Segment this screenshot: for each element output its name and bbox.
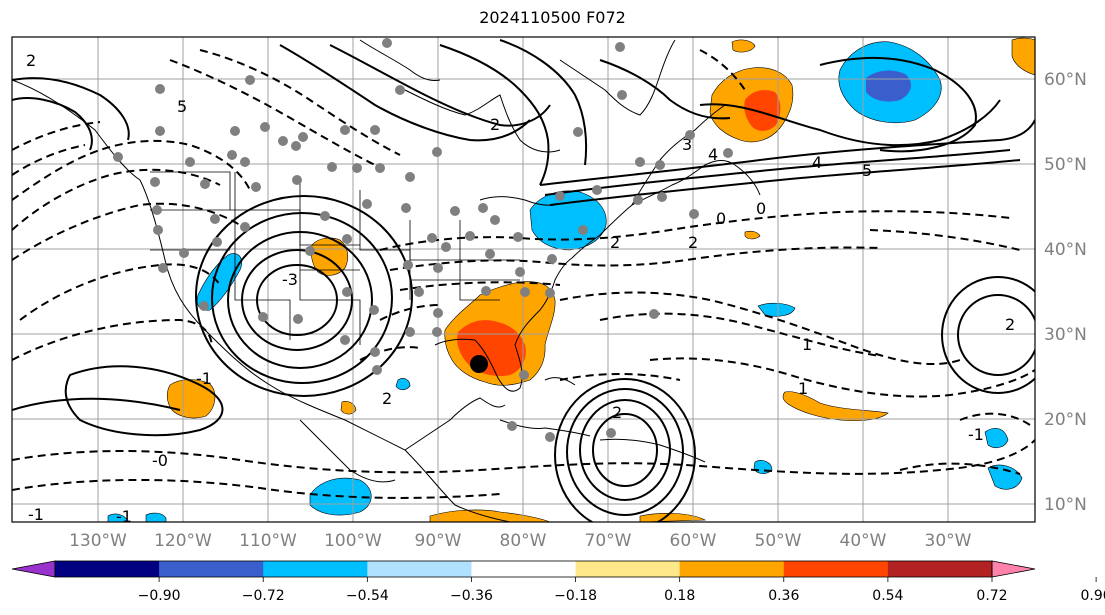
colorbar-segment — [159, 561, 264, 577]
contour-label: 3 — [682, 135, 692, 154]
contour-label: 2 — [1005, 315, 1015, 334]
orange-south-1 — [429, 509, 551, 522]
lon-label: 100°W — [324, 531, 382, 551]
contour-labels: 2 2 5 5 4 4 3 0 0 1 1 2 2 2 2 2 -0 -1 -1… — [26, 51, 1015, 526]
negative-anomaly-atlantic-2 — [984, 427, 1009, 449]
longitude-labels: 130°W 120°W 110°W 100°W 90°W 80°W 70°W 6… — [69, 531, 972, 551]
contour-label: 1 — [802, 335, 812, 354]
contour-label: 0 — [716, 209, 726, 228]
contour-label: 4 — [812, 153, 822, 172]
contour-label: -1 — [196, 369, 212, 388]
storm-center-marker — [470, 355, 488, 373]
graticule — [12, 37, 1035, 522]
lat-label: 50°N — [1044, 155, 1087, 175]
lon-label: 80°W — [500, 531, 547, 551]
negative-anomaly-core — [866, 70, 912, 102]
lon-label: 50°W — [755, 531, 802, 551]
orange-top-right — [1011, 37, 1035, 76]
negative-anomaly-northeast — [529, 190, 607, 251]
lat-label: 30°N — [1044, 325, 1087, 345]
colorbar-extend-low — [11, 560, 56, 578]
colorbar-extend-high — [991, 560, 1036, 578]
contour-label: -1 — [28, 505, 44, 524]
orange-top-1 — [731, 39, 756, 53]
map-frame — [11, 36, 1036, 523]
colorbar-tick-label: −0.54 — [346, 588, 389, 604]
contour-label: -3 — [282, 270, 298, 289]
contour-label: -1 — [116, 507, 132, 526]
lon-label: 30°W — [925, 531, 972, 551]
contours-dashed — [12, 49, 1035, 499]
colorbar-segment — [783, 561, 889, 577]
colorbar-segment — [679, 561, 785, 577]
station-dots — [113, 38, 733, 442]
lon-label: 40°W — [840, 531, 887, 551]
negative-anomaly-atlantic-1 — [757, 302, 796, 317]
lon-label: 110°W — [239, 531, 297, 551]
orange-small-2 — [744, 230, 761, 240]
colorbar-frame — [54, 560, 993, 578]
colorbar-tick-label: −0.90 — [138, 588, 181, 604]
negative-anomaly-small-3 — [107, 513, 129, 522]
contour-label: 2 — [612, 403, 622, 422]
colorbar-tick-label: 0.54 — [872, 588, 903, 604]
lon-label: 70°W — [585, 531, 632, 551]
contour-label: 5 — [862, 161, 872, 180]
orange-pacific — [166, 379, 216, 419]
colorbar-segment — [575, 561, 681, 577]
lat-label: 40°N — [1044, 240, 1087, 260]
colorbar-segment — [887, 561, 993, 577]
figure-title: 2024110500 F072 — [479, 8, 626, 27]
colorbar-tick-label: −0.18 — [554, 588, 597, 604]
lat-label: 60°N — [1044, 70, 1087, 90]
contour-label: 0 — [756, 199, 766, 218]
colorbar-segment — [55, 561, 160, 577]
contour-label: 2 — [610, 233, 620, 252]
contour-label: 2 — [26, 51, 36, 70]
contour-label: 2 — [382, 389, 392, 408]
contour-label: -1 — [968, 425, 984, 444]
contours-solid — [12, 39, 1035, 522]
lon-label: 130°W — [69, 531, 127, 551]
contour-label: 1 — [798, 379, 808, 398]
contour-label: 2 — [688, 233, 698, 252]
red-north-atlantic — [744, 90, 781, 131]
lon-label: 60°W — [670, 531, 717, 551]
colorbar-tick-label: 0.72 — [976, 588, 1007, 604]
colorbar-segment — [367, 561, 472, 577]
latitude-labels: 60°N 50°N 40°N 30°N 20°N 10°N — [1044, 70, 1087, 515]
lon-label: 120°W — [154, 531, 212, 551]
contour-label: -0 — [152, 451, 168, 470]
negative-anomaly-small-4 — [145, 512, 167, 522]
contour-label: 2 — [490, 115, 500, 134]
negative-anomaly-atlantic-3 — [987, 464, 1023, 490]
negative-anomaly-small-1 — [395, 378, 411, 391]
lat-label: 10°N — [1044, 495, 1087, 515]
colorbar-tick-label: 0.90 — [1081, 588, 1105, 604]
colorbar-tick-label: 0.18 — [664, 588, 695, 604]
orange-small-1 — [340, 401, 357, 415]
colorbar: −0.90 −0.72 −0.54 −0.36 −0.18 0.18 0.36 0.54 0.7… — [11, 560, 1105, 604]
contour-label: 5 — [177, 97, 187, 116]
contour-label: 4 — [708, 145, 718, 164]
colorbar-segment — [263, 561, 368, 577]
colorbar-segment — [471, 561, 577, 577]
orange-south-2 — [639, 513, 707, 522]
lat-label: 20°N — [1044, 410, 1087, 430]
map-plot-area: 2 2 5 5 4 4 3 0 0 1 1 2 2 2 2 2 -0 -1 -1… — [12, 37, 1035, 526]
lon-label: 90°W — [415, 531, 462, 551]
colorbar-tick-label: −0.36 — [450, 588, 493, 604]
colorbar-tick-label: −0.72 — [242, 588, 285, 604]
colorbar-tick-label: 0.36 — [768, 588, 799, 604]
